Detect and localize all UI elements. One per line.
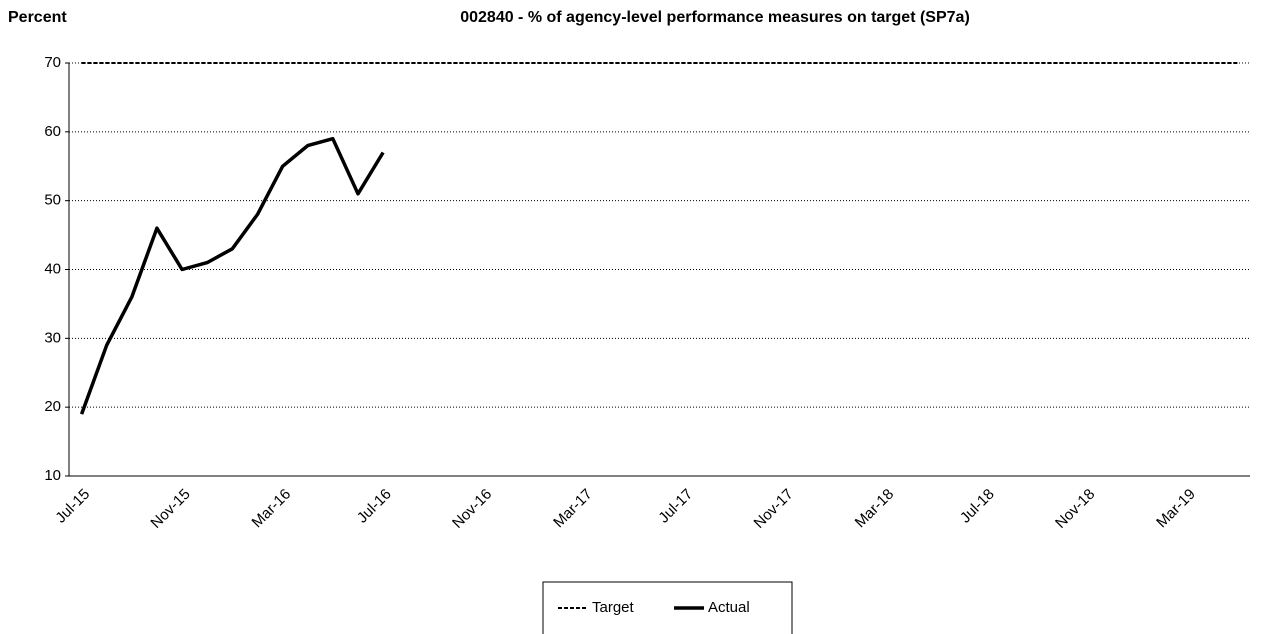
x-tick-label: Jul-15: [52, 486, 93, 527]
x-tick-label: Nov-16: [449, 486, 495, 532]
x-tick-label: Jul-16: [354, 486, 395, 527]
legend-label: Target: [592, 599, 635, 616]
y-axis-title: Percent: [8, 9, 67, 26]
y-tick-label: 10: [44, 467, 61, 484]
y-tick-label: 70: [44, 54, 61, 71]
actual-line: [79, 136, 385, 415]
y-tick-label: 20: [44, 398, 61, 415]
x-tick-label: Mar-18: [852, 486, 898, 532]
chart-title: 002840 - % of agency-level performance m…: [460, 9, 970, 26]
legend-box: [542, 581, 793, 634]
x-tick-label: Mar-19: [1153, 486, 1199, 532]
x-tick-label: Nov-17: [751, 486, 797, 532]
y-tick-label: 50: [44, 192, 61, 209]
y-tick-label: 60: [44, 123, 61, 140]
x-tick-label: Nov-18: [1052, 486, 1098, 532]
x-tick-label: Jul-18: [957, 486, 998, 527]
x-tick-label: Mar-16: [249, 486, 295, 532]
y-tick-label: 30: [44, 329, 61, 346]
legend-label: Actual: [708, 599, 750, 616]
x-tick-label: Nov-15: [147, 486, 193, 532]
x-tick-label: Mar-17: [550, 486, 596, 532]
x-tick-label: Jul-17: [655, 486, 696, 527]
y-tick-label: 40: [44, 260, 61, 277]
